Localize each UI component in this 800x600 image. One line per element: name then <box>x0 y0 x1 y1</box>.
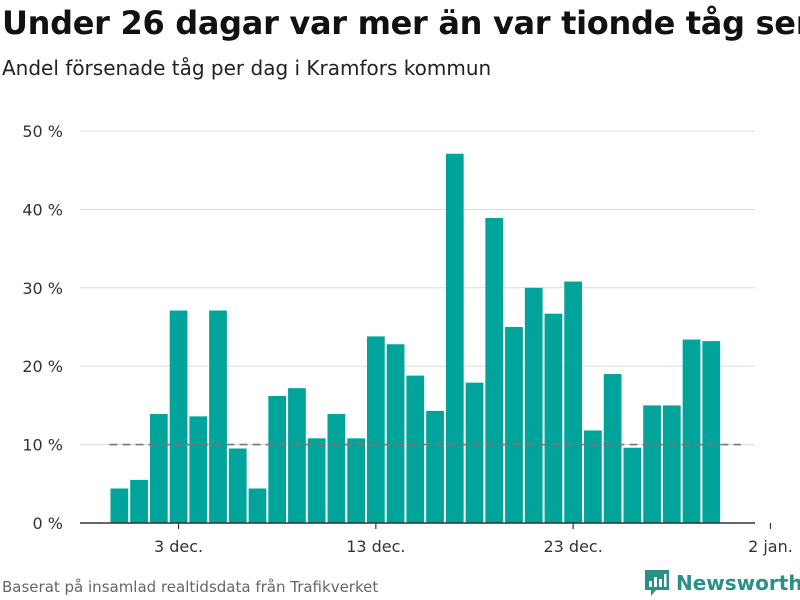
bar <box>662 405 681 523</box>
bar <box>327 414 346 523</box>
bar <box>288 388 306 523</box>
bar <box>268 395 287 523</box>
x-axis-labels: 3 dec. 13 dec. 23 dec. 2 jan. <box>154 523 793 556</box>
bar <box>189 416 208 523</box>
bar <box>209 310 227 523</box>
bar <box>228 448 247 523</box>
bar <box>643 405 661 523</box>
bar <box>564 281 583 523</box>
bar <box>347 438 365 523</box>
bar <box>623 447 642 523</box>
brand-logo[interactable]: Newsworthy <box>644 569 800 597</box>
bar <box>465 382 484 523</box>
bar <box>505 327 523 523</box>
bar <box>169 310 188 523</box>
bar <box>386 344 405 523</box>
chart-subtitle: Andel försenade tåg per dag i Kramfors k… <box>2 56 492 80</box>
bar <box>149 414 168 523</box>
bar <box>485 218 504 524</box>
x-tick-label: 13 dec. <box>346 537 405 556</box>
bar <box>445 153 464 523</box>
bar <box>702 341 721 523</box>
brand-name: Newsworthy <box>676 571 800 595</box>
x-tick-label: 23 dec. <box>543 537 602 556</box>
bar <box>406 375 425 523</box>
bar <box>366 336 385 523</box>
y-tick-label: 20 % <box>22 357 63 376</box>
chart-title: Under 26 dagar var mer än var tionde tåg… <box>2 4 800 42</box>
bar <box>682 339 701 523</box>
bar <box>584 430 602 523</box>
bar <box>248 488 267 523</box>
y-tick-label: 0 % <box>33 514 63 533</box>
bar <box>603 374 622 523</box>
bar <box>544 313 563 523</box>
y-tick-label: 40 % <box>22 200 63 219</box>
bar <box>130 479 148 523</box>
y-tick-label: 10 % <box>22 436 63 455</box>
bar <box>524 287 543 523</box>
bars <box>110 153 721 524</box>
y-tick-label: 50 % <box>22 122 63 141</box>
x-tick-label: 2 jan. <box>748 537 793 556</box>
bar-chart-logo-icon <box>645 570 669 596</box>
bar <box>426 410 444 523</box>
x-tick-label: 3 dec. <box>154 537 203 556</box>
y-tick-label: 30 % <box>22 279 63 298</box>
bar <box>110 488 129 523</box>
bar <box>307 438 326 523</box>
y-axis-labels: 0 % 10 % 20 % 30 % 40 % 50 % <box>22 122 63 533</box>
source-note: Baserat på insamlad realtidsdata från Tr… <box>2 578 379 596</box>
